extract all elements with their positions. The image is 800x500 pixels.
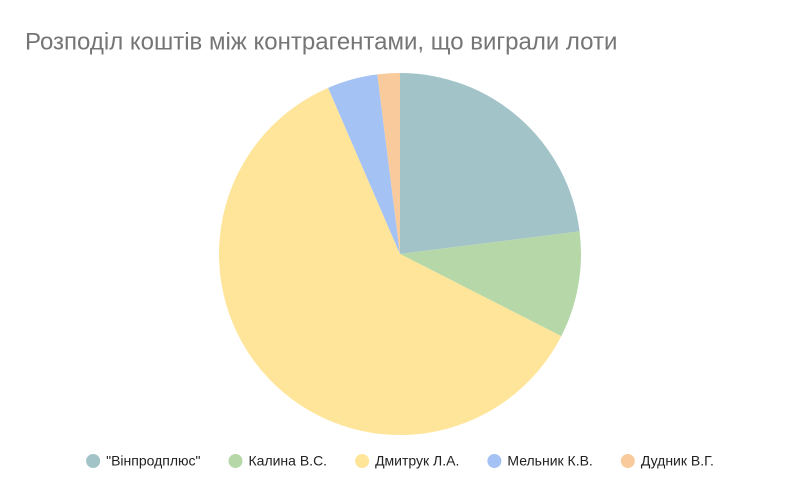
legend-label: Мельник К.В.: [507, 453, 592, 469]
legend-marker: [86, 454, 101, 468]
pie-slice: [400, 73, 580, 254]
legend-label: Дудник В.Г.: [641, 453, 714, 469]
legend-marker: [355, 454, 370, 468]
pie-slice: [218, 87, 562, 435]
legend-label: Калина В.С.: [249, 453, 328, 469]
legend-label: Дмитрук Л.А.: [375, 453, 459, 469]
legend-marker: [487, 454, 502, 468]
legend-marker: [228, 454, 243, 468]
pie-slice: [400, 231, 581, 337]
pie-slice: [328, 74, 400, 254]
pie-slice: [377, 73, 400, 254]
legend-label: "Вінпродплюс": [106, 453, 200, 469]
chart-title: Розподіл коштів між контрагентами, що ви…: [25, 28, 617, 55]
legend-marker: [620, 454, 635, 468]
